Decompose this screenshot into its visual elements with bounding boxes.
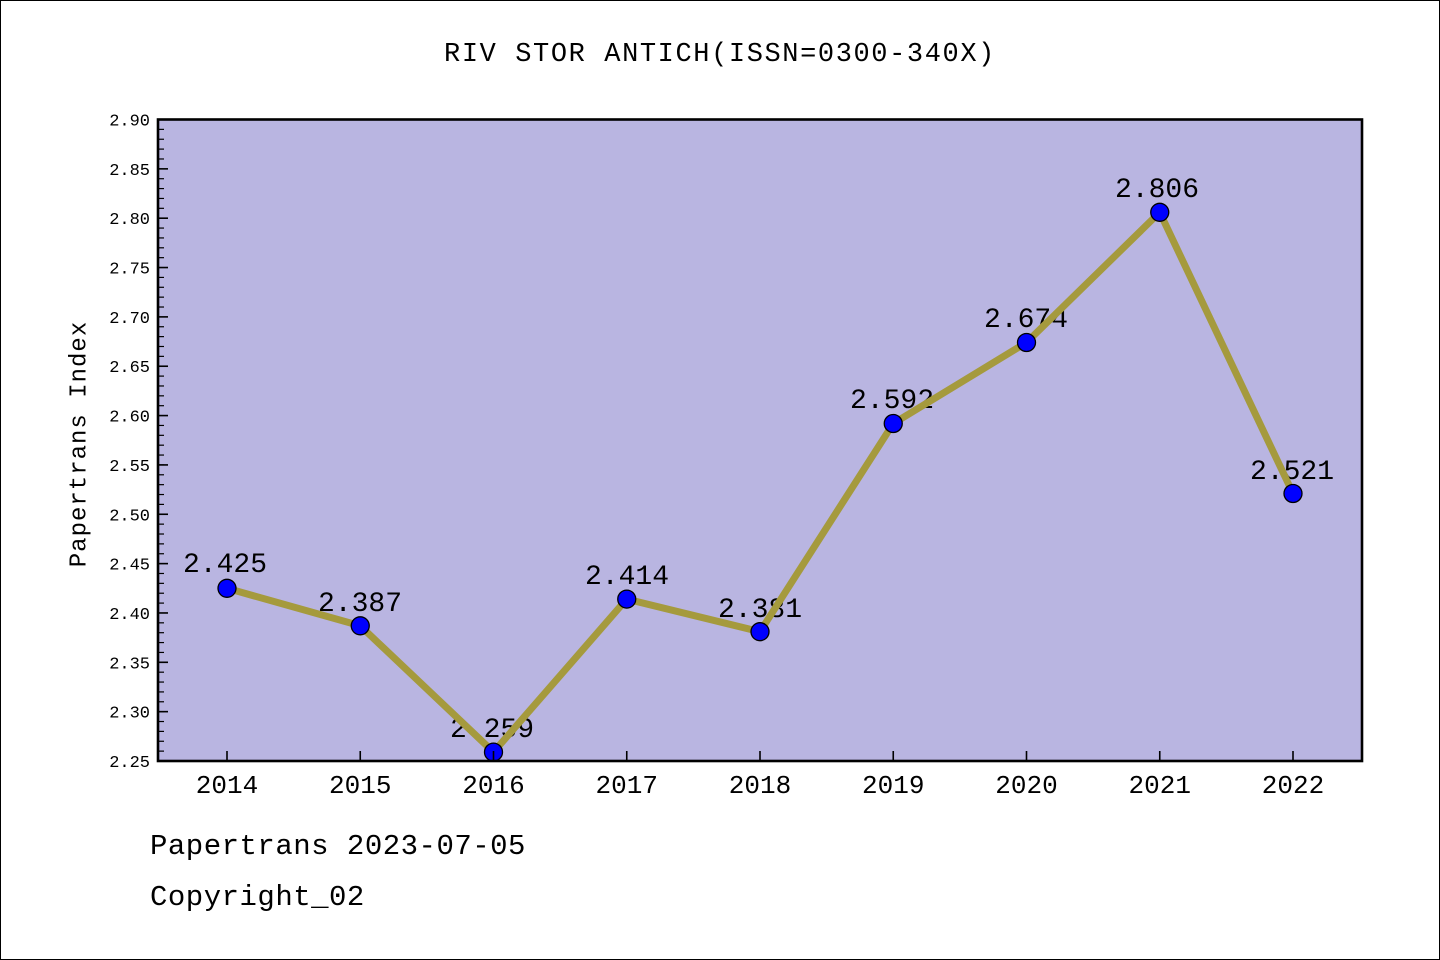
svg-text:2.45: 2.45 <box>109 557 150 576</box>
svg-text:2020: 2020 <box>995 771 1057 801</box>
svg-text:2.806: 2.806 <box>1115 175 1199 206</box>
svg-text:2.90: 2.90 <box>109 113 150 132</box>
svg-text:2.50: 2.50 <box>109 507 150 526</box>
svg-text:2.40: 2.40 <box>109 606 150 625</box>
svg-text:2.60: 2.60 <box>109 409 150 428</box>
svg-text:2.425: 2.425 <box>183 550 267 581</box>
svg-text:2.65: 2.65 <box>109 359 150 378</box>
svg-text:2.85: 2.85 <box>109 162 150 181</box>
svg-text:2.55: 2.55 <box>109 458 150 477</box>
svg-text:2.414: 2.414 <box>585 562 669 593</box>
svg-text:2.80: 2.80 <box>109 211 150 230</box>
svg-text:2015: 2015 <box>329 771 391 801</box>
svg-text:2.30: 2.30 <box>109 705 150 724</box>
svg-text:2014: 2014 <box>196 771 258 801</box>
svg-text:2016: 2016 <box>462 771 524 801</box>
svg-text:2018: 2018 <box>729 771 791 801</box>
svg-text:2.75: 2.75 <box>109 261 150 280</box>
svg-text:2.70: 2.70 <box>109 310 150 329</box>
svg-text:2022: 2022 <box>1262 771 1324 801</box>
svg-text:2021: 2021 <box>1129 771 1191 801</box>
svg-text:2017: 2017 <box>596 771 658 801</box>
svg-text:2.592: 2.592 <box>850 386 934 417</box>
svg-text:2.25: 2.25 <box>109 754 150 773</box>
svg-text:2.35: 2.35 <box>109 655 150 674</box>
svg-text:2019: 2019 <box>862 771 924 801</box>
